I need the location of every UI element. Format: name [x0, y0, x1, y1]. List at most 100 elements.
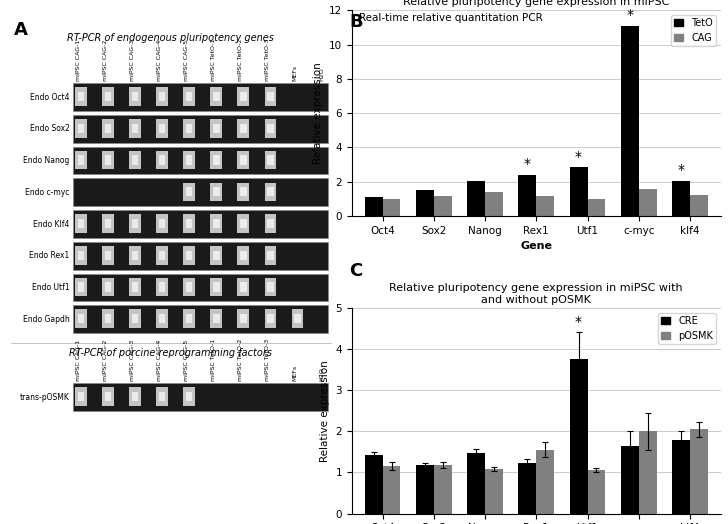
Bar [672, 181, 690, 216]
Bar [102, 214, 114, 233]
Bar [73, 305, 328, 333]
Bar [213, 92, 220, 102]
Bar [237, 182, 249, 201]
Bar [240, 124, 247, 133]
Bar [186, 392, 192, 401]
Bar [102, 151, 114, 169]
Bar [129, 214, 141, 233]
Text: miPSC CAG-2: miPSC CAG-2 [103, 39, 108, 81]
Bar [518, 174, 537, 216]
Bar [102, 119, 114, 138]
Bar [132, 124, 138, 133]
Bar [132, 392, 138, 401]
Text: RT-PCR of porcine reprogramming factors: RT-PCR of porcine reprogramming factors [69, 348, 272, 358]
Bar [105, 92, 111, 102]
Bar [186, 282, 192, 291]
Bar [240, 92, 247, 102]
Text: H2O: H2O [320, 67, 325, 81]
Bar [102, 309, 114, 328]
Text: miPSC CAG-4: miPSC CAG-4 [157, 39, 162, 81]
Text: Endo Gapdh: Endo Gapdh [23, 314, 69, 324]
Bar [132, 156, 138, 165]
Bar [186, 156, 192, 165]
Bar [267, 187, 274, 196]
Bar [264, 182, 277, 201]
Bar [132, 92, 138, 102]
Text: *: * [524, 157, 531, 171]
Bar [237, 88, 249, 106]
Bar [75, 278, 87, 296]
Text: miPSC CAG-3: miPSC CAG-3 [130, 39, 135, 81]
Text: miPSC TetO-2: miPSC TetO-2 [238, 39, 243, 81]
Text: miPSC TetO-2: miPSC TetO-2 [238, 339, 243, 381]
Bar [213, 250, 220, 260]
Bar [157, 88, 168, 106]
Bar [102, 387, 114, 406]
Bar [75, 88, 87, 106]
Bar [467, 453, 485, 514]
Bar [159, 156, 165, 165]
Bar [159, 92, 165, 102]
Bar [467, 181, 485, 216]
Legend: TetO, CAG: TetO, CAG [670, 15, 716, 46]
Bar [75, 214, 87, 233]
Bar [132, 250, 138, 260]
Text: H2O: H2O [320, 367, 325, 381]
Bar [78, 392, 84, 401]
Bar [237, 278, 249, 296]
X-axis label: Gene: Gene [521, 241, 553, 251]
Bar [690, 429, 708, 514]
Bar [132, 219, 138, 228]
Bar [264, 214, 277, 233]
Bar [159, 219, 165, 228]
Bar [75, 151, 87, 169]
Bar [159, 282, 165, 291]
Bar [240, 219, 247, 228]
Bar [537, 450, 554, 514]
Bar [213, 219, 220, 228]
Text: miPSC TetO-1: miPSC TetO-1 [211, 39, 216, 81]
Text: miPSC CAG-5: miPSC CAG-5 [184, 340, 189, 381]
Bar [75, 309, 87, 328]
Bar [267, 282, 274, 291]
Bar [78, 219, 84, 228]
Bar [537, 196, 554, 216]
Bar [105, 124, 111, 133]
Bar [587, 471, 606, 514]
Bar [78, 124, 84, 133]
Bar [105, 314, 111, 323]
Bar [518, 463, 537, 514]
Bar [159, 124, 165, 133]
Text: miPSC CAG-5: miPSC CAG-5 [184, 40, 189, 81]
Bar [587, 199, 606, 216]
Bar [186, 187, 192, 196]
Text: Endo Utf1: Endo Utf1 [32, 283, 69, 292]
Bar [264, 151, 277, 169]
Bar [240, 314, 247, 323]
Text: trans-pOSMK: trans-pOSMK [20, 392, 69, 401]
Bar [78, 282, 84, 291]
Bar [78, 250, 84, 260]
Bar [365, 197, 382, 216]
Text: miPSC CAG-1: miPSC CAG-1 [76, 340, 81, 381]
Bar [267, 156, 274, 165]
Bar [240, 187, 247, 196]
Text: MEFs: MEFs [293, 65, 298, 81]
Bar [183, 88, 195, 106]
Bar [157, 387, 168, 406]
Bar [213, 156, 220, 165]
Bar [183, 119, 195, 138]
Bar [183, 151, 195, 169]
Bar [210, 88, 222, 106]
Bar [186, 250, 192, 260]
Bar [105, 250, 111, 260]
Bar [237, 309, 249, 328]
Bar [73, 115, 328, 143]
Bar [129, 119, 141, 138]
Bar [210, 309, 222, 328]
Bar [240, 156, 247, 165]
Text: Endo Sox2: Endo Sox2 [30, 124, 69, 134]
Title: Relative pluripotency gene expression in miPSC with
and without pOSMK: Relative pluripotency gene expression in… [389, 283, 683, 304]
Bar [240, 250, 247, 260]
Bar [183, 214, 195, 233]
